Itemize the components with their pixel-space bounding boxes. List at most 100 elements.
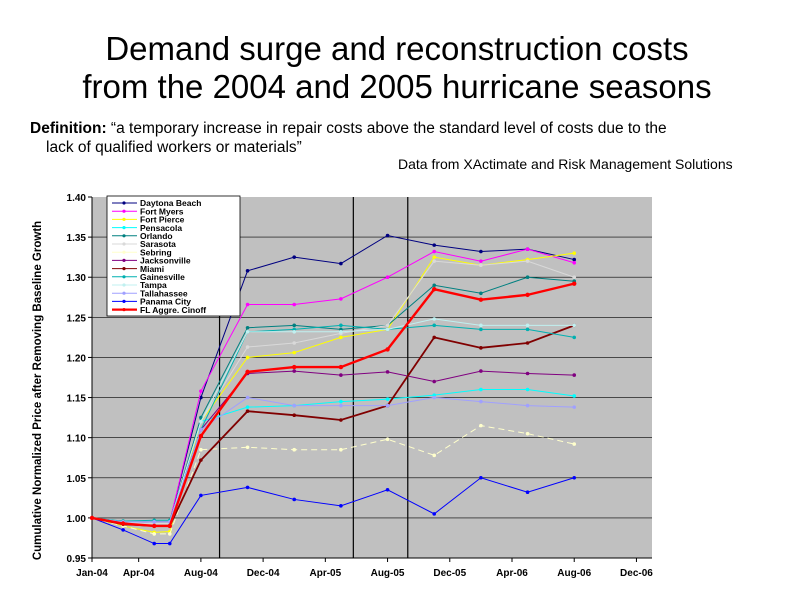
data-point bbox=[479, 327, 483, 332]
legend-marker bbox=[122, 217, 126, 221]
definition-line-1: “a temporary increase in repair costs ab… bbox=[106, 120, 667, 137]
data-point bbox=[245, 445, 250, 450]
data-point bbox=[152, 520, 157, 524]
data-point bbox=[199, 493, 203, 498]
data-point bbox=[572, 335, 577, 340]
data-point bbox=[339, 418, 343, 422]
data-point bbox=[292, 329, 297, 334]
data-point bbox=[339, 504, 343, 508]
data-point bbox=[338, 364, 344, 370]
data-point bbox=[199, 419, 203, 424]
data-point bbox=[385, 397, 390, 401]
data-point bbox=[432, 259, 437, 263]
legend-entry: Tampa bbox=[140, 280, 167, 290]
data-point bbox=[572, 442, 577, 446]
data-point bbox=[199, 447, 203, 452]
data-point bbox=[339, 447, 343, 452]
data-point bbox=[525, 275, 530, 280]
data-point bbox=[245, 405, 250, 409]
data-point bbox=[572, 323, 577, 328]
data-point bbox=[525, 387, 530, 392]
data-point bbox=[432, 249, 437, 254]
data-point bbox=[572, 394, 577, 398]
data-point bbox=[245, 325, 250, 330]
legend-marker bbox=[122, 250, 126, 254]
data-point bbox=[292, 447, 297, 452]
data-point bbox=[525, 341, 530, 345]
data-point bbox=[385, 488, 390, 492]
data-point bbox=[245, 485, 250, 490]
data-point bbox=[525, 371, 530, 376]
data-point bbox=[478, 297, 484, 302]
legend-marker bbox=[122, 234, 126, 238]
data-point bbox=[89, 515, 95, 521]
data-point bbox=[339, 329, 343, 334]
data-point bbox=[199, 389, 203, 393]
data-point bbox=[385, 403, 390, 408]
data-point bbox=[167, 541, 172, 546]
data-point bbox=[292, 341, 297, 345]
legend-marker bbox=[122, 308, 126, 312]
data-point bbox=[121, 528, 125, 532]
legend-entry: Jacksonville bbox=[140, 256, 191, 266]
data-point bbox=[572, 405, 577, 409]
data-point bbox=[479, 423, 483, 428]
data-point bbox=[339, 403, 343, 408]
x-tick-label: Dec-04 bbox=[247, 568, 280, 579]
data-point bbox=[292, 302, 297, 307]
legend-marker bbox=[122, 275, 126, 279]
data-point bbox=[245, 355, 250, 360]
slide-title: Demand surge and reconstruction costs fr… bbox=[0, 30, 794, 106]
definition-line-2: lack of qualified workers or materials” bbox=[46, 139, 302, 156]
data-point bbox=[479, 399, 483, 404]
data-point bbox=[432, 255, 437, 259]
data-point bbox=[199, 458, 203, 462]
legend-entry: FL Aggre. Cinoff bbox=[140, 305, 206, 315]
data-point bbox=[525, 403, 530, 408]
data-point bbox=[199, 427, 203, 432]
data-point bbox=[479, 346, 483, 350]
data-point bbox=[292, 350, 297, 355]
legend-entry: Orlando bbox=[140, 231, 173, 241]
x-tick-label: Aug-06 bbox=[557, 568, 591, 579]
data-point bbox=[152, 532, 157, 536]
y-axis-label: Cumulative Normalized Price after Removi… bbox=[32, 221, 44, 560]
data-point bbox=[432, 512, 437, 516]
x-tick-label: Dec-06 bbox=[620, 568, 653, 579]
data-point bbox=[198, 433, 204, 439]
y-tick-label: 1.25 bbox=[67, 313, 87, 324]
data-point bbox=[525, 490, 530, 495]
data-point bbox=[120, 521, 126, 526]
legend-marker bbox=[122, 258, 126, 262]
x-tick-label: Apr-04 bbox=[123, 568, 155, 579]
data-point bbox=[167, 523, 172, 529]
data-point bbox=[525, 431, 530, 436]
legend-entry: Fort Myers bbox=[140, 206, 184, 216]
legend-marker bbox=[122, 267, 126, 271]
legend-entry: Panama City bbox=[140, 297, 191, 307]
data-point bbox=[432, 287, 437, 292]
data-point bbox=[385, 370, 390, 374]
data-point bbox=[572, 475, 577, 480]
data-point bbox=[245, 329, 250, 334]
data-point bbox=[245, 269, 250, 273]
data-point bbox=[432, 317, 437, 321]
data-point bbox=[385, 437, 390, 442]
data-point bbox=[339, 399, 343, 404]
x-tick-label: Dec-05 bbox=[433, 568, 466, 579]
legend-entry: Daytona Beach bbox=[140, 198, 201, 208]
data-point bbox=[572, 257, 577, 262]
data-point bbox=[245, 395, 250, 400]
data-point bbox=[479, 259, 483, 263]
source-note: Data from XActimate and Risk Management … bbox=[398, 156, 733, 172]
data-point bbox=[385, 347, 390, 352]
data-point bbox=[339, 323, 343, 328]
data-point bbox=[339, 373, 343, 377]
data-point bbox=[479, 323, 483, 328]
data-point bbox=[339, 297, 343, 301]
data-point bbox=[479, 291, 483, 296]
legend-marker bbox=[122, 226, 126, 230]
data-point bbox=[432, 283, 437, 288]
data-point bbox=[385, 323, 390, 328]
